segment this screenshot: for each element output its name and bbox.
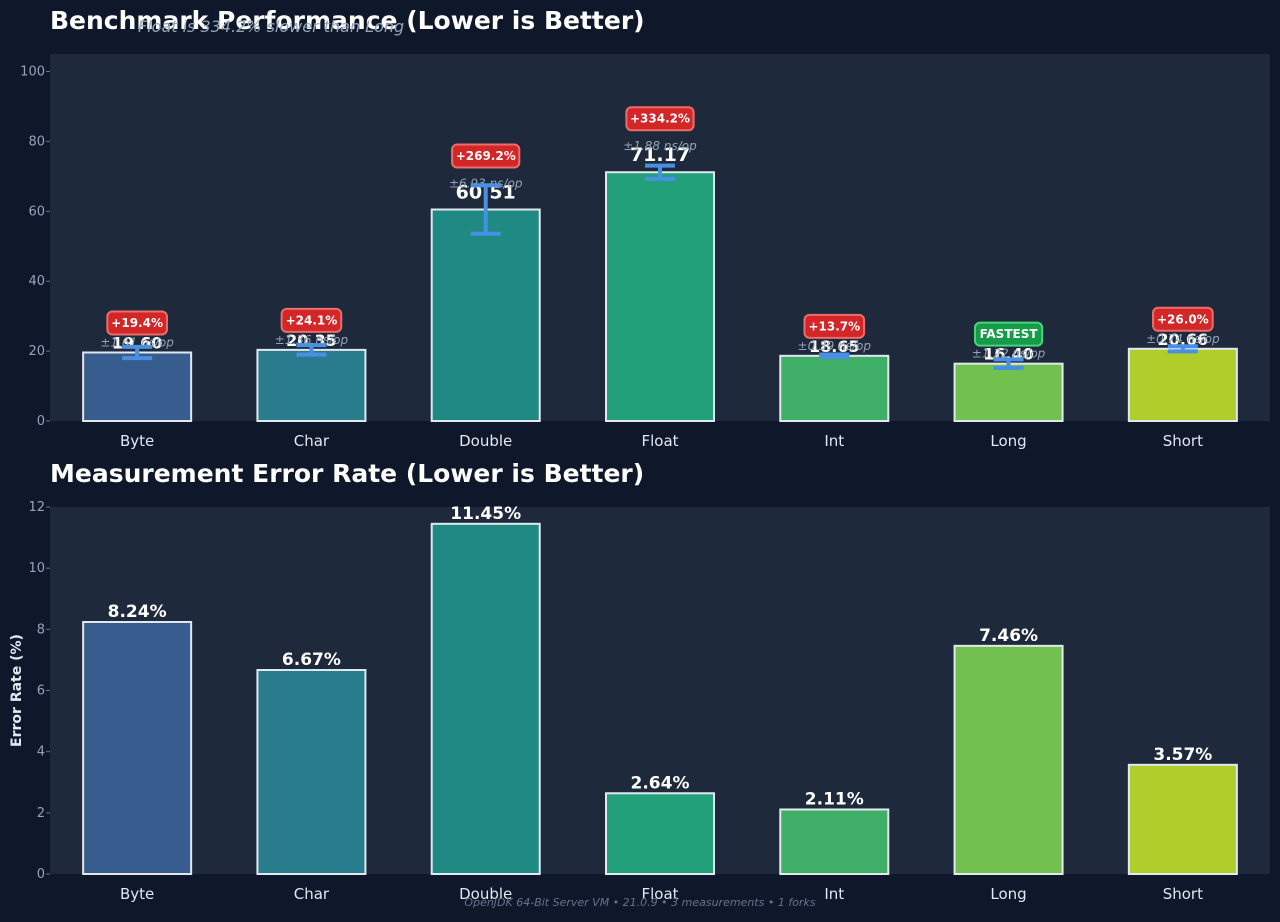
- x-tick-label: Long: [990, 432, 1026, 450]
- error-bar: [645, 163, 675, 181]
- badge-box: [803, 313, 866, 339]
- y-tick-label: 60: [28, 204, 45, 219]
- badge-label: +269.2%: [456, 149, 516, 163]
- x-tick-label: Int: [824, 432, 844, 450]
- bar-short: [1127, 347, 1238, 423]
- x-tick-label: Short: [1163, 432, 1203, 450]
- y-tick-label: 6: [37, 684, 45, 699]
- bar-byte: [82, 351, 193, 423]
- badge-box: [625, 106, 695, 132]
- y-axis-label: Error Rate (%): [9, 634, 25, 747]
- x-tick-label: Long: [990, 885, 1026, 903]
- chart-title: Benchmark Performance (Lower is Better): [50, 6, 645, 35]
- x-tick-label: Double: [459, 432, 512, 450]
- x-tick-label: Byte: [120, 432, 154, 450]
- y-tick-label: 4: [37, 745, 45, 760]
- bar-long: [953, 644, 1064, 875]
- y-tick-label: 0: [37, 867, 45, 882]
- bar-int: [779, 808, 890, 876]
- error-label: ±1.22 ns/op: [972, 347, 1046, 361]
- error-label: ±0.74 ns/op: [1146, 332, 1220, 346]
- x-tick-label: Float: [641, 885, 678, 903]
- error-bar: [1167, 344, 1198, 354]
- value-label: 3.57%: [1153, 745, 1212, 765]
- badge-label: +24.1%: [286, 313, 338, 327]
- bar-float: [605, 792, 715, 876]
- error-label: ±1.88 ns/op: [623, 139, 697, 153]
- badge-box: [106, 310, 168, 336]
- chart-subtitle: Float is 334.2% slower than Long: [138, 17, 404, 36]
- value-label: 2.11%: [805, 789, 864, 809]
- error-bar: [470, 183, 501, 236]
- slower-badge: +19.4%: [106, 310, 168, 336]
- x-tick-label: Double: [459, 885, 512, 903]
- bar-double: [430, 208, 541, 422]
- value-label: 2.64%: [631, 773, 690, 793]
- value-label: 8.24%: [108, 602, 167, 622]
- y-tick-label: 100: [20, 64, 45, 79]
- slower-badge: +26.0%: [1152, 306, 1214, 332]
- y-tick-label: 20: [28, 344, 45, 359]
- error-label: ±1.61 ns/op: [100, 335, 174, 349]
- value-label: 20.66: [1158, 330, 1209, 349]
- bar-double: [430, 522, 541, 876]
- error-bar: [296, 343, 327, 357]
- bar-int: [779, 354, 890, 422]
- value-label: 6.67%: [282, 650, 341, 670]
- value-label: 7.46%: [979, 626, 1038, 646]
- x-tick-label: Float: [641, 432, 678, 450]
- y-tick-label: 2: [37, 806, 45, 821]
- x-tick-label: Char: [294, 885, 330, 903]
- bar-char: [256, 669, 367, 875]
- badge-label: +334.2%: [630, 112, 690, 126]
- y-tick-label: 0: [37, 414, 45, 429]
- y-tick-label: 80: [28, 134, 45, 149]
- badge-box: [973, 321, 1044, 347]
- badge-box: [1152, 306, 1214, 332]
- slower-badge: +13.7%: [803, 313, 866, 339]
- fastest-badge: FASTEST: [973, 321, 1044, 347]
- error-label: ±1.36 ns/op: [275, 333, 349, 347]
- value-label: 18.65: [809, 337, 860, 356]
- bar-long: [953, 362, 1064, 423]
- y-tick-label: 12: [28, 500, 45, 515]
- slower-badge: +24.1%: [280, 307, 343, 333]
- bar-char: [256, 348, 367, 423]
- bar-float: [605, 171, 715, 422]
- error-bar: [993, 357, 1024, 370]
- x-tick-label: Byte: [120, 885, 154, 903]
- slower-badge: +334.2%: [625, 106, 695, 132]
- bar-short: [1127, 763, 1238, 876]
- bar-byte: [82, 620, 193, 876]
- badge-label: +13.7%: [808, 319, 860, 333]
- performance-chart: Benchmark Performance (Lower is Better)F…: [20, 6, 1270, 450]
- error-bar: [122, 344, 153, 361]
- badge-label: FASTEST: [980, 327, 1039, 341]
- error-rate-chart: Measurement Error Rate (Lower is Better)…: [9, 459, 1270, 903]
- chart-title: Measurement Error Rate (Lower is Better): [50, 459, 644, 488]
- value-label: 71.17: [630, 144, 690, 166]
- error-label: ±0.39 ns/op: [798, 339, 872, 353]
- y-tick-label: 8: [37, 622, 45, 637]
- footer-text: OpenJDK 64-Bit Server VM • 21.0.9 • 3 me…: [464, 896, 815, 909]
- badge-box: [451, 143, 521, 169]
- y-tick-label: 10: [28, 561, 45, 576]
- badge-label: +19.4%: [111, 316, 163, 330]
- error-bar: [819, 352, 850, 360]
- value-label: 11.45%: [450, 504, 521, 524]
- y-tick-label: 40: [28, 274, 45, 289]
- x-tick-label: Int: [824, 885, 844, 903]
- badge-label: +26.0%: [1157, 312, 1209, 326]
- badge-box: [280, 307, 343, 333]
- x-tick-label: Short: [1163, 885, 1203, 903]
- x-tick-label: Char: [294, 432, 330, 450]
- slower-badge: +269.2%: [451, 143, 521, 169]
